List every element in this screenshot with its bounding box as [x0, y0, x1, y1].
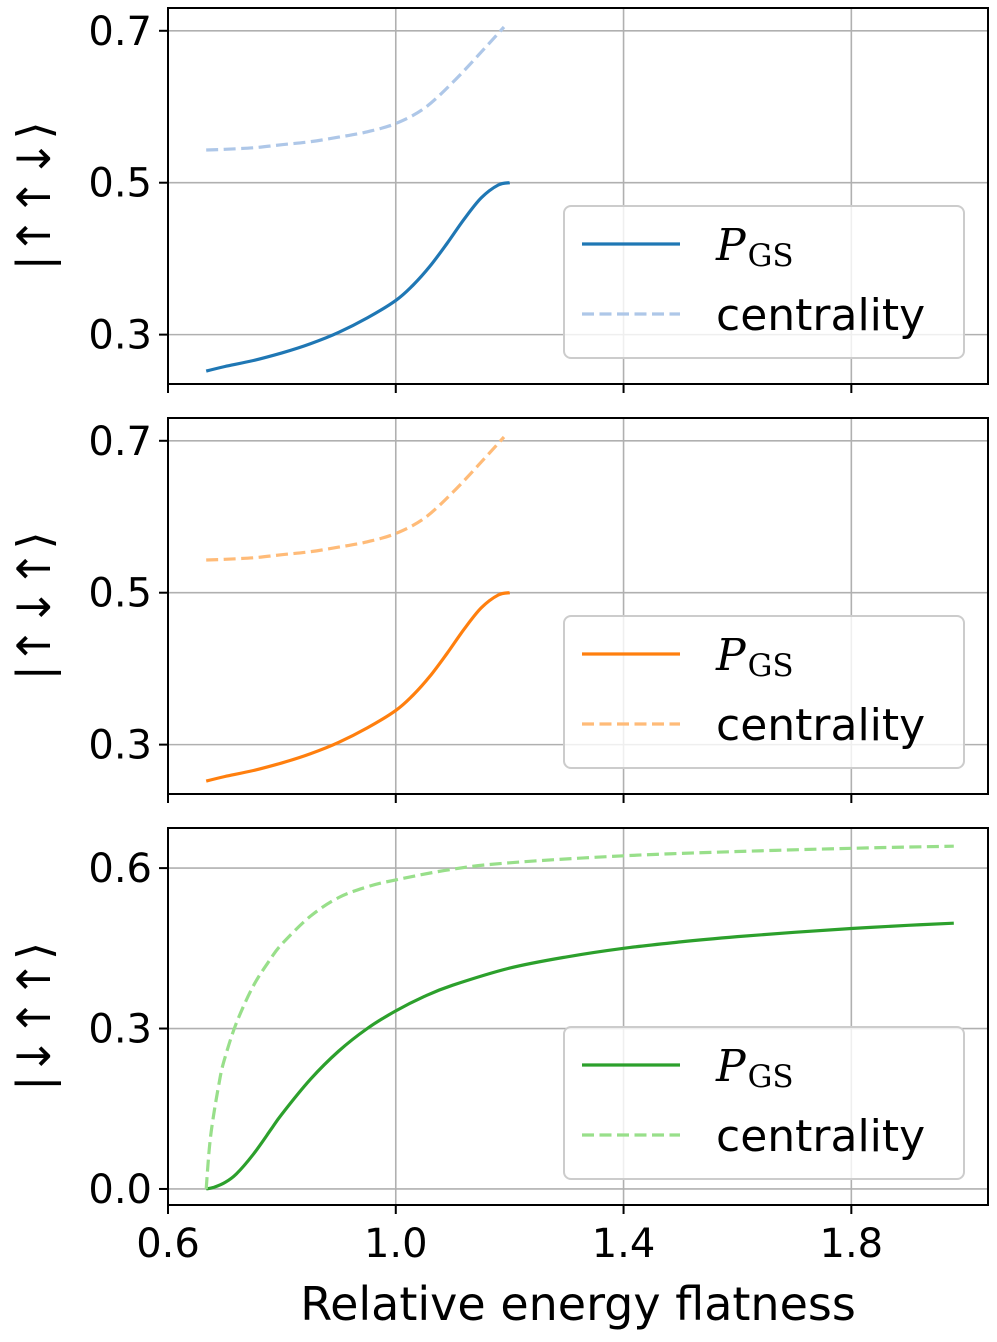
- y-tick-label: 0.7: [88, 9, 152, 55]
- legend-label-pgs: PGS: [715, 1041, 794, 1095]
- series-line-centrality: [206, 435, 506, 562]
- x-tick-label: 1.0: [364, 1221, 428, 1267]
- series-line-centrality: [206, 25, 506, 152]
- y-axis-label: |↓↑↑⟩: [7, 942, 62, 1091]
- panel-2: 0.3 0.5 0.7 |↑↓↑⟩ PGS centrality: [7, 417, 989, 803]
- legend-label-centrality: centrality: [716, 290, 925, 341]
- axes-frame: [167, 417, 989, 795]
- series-line-pgs: [205, 921, 954, 1191]
- panel-1: 0.3 0.5 0.7 |↑↑↓⟩ PGS centrality: [7, 7, 989, 393]
- x-tick-label: 1.8: [820, 1221, 884, 1267]
- y-tick-label: 0.3: [88, 723, 152, 769]
- legend-label-pgs: PGS: [715, 220, 794, 274]
- y-tick-label: 0.3: [88, 313, 152, 359]
- y-axis-label: |↑↓↑⟩: [7, 531, 62, 680]
- axes-frame: [167, 7, 989, 385]
- x-axis-label: Relative energy flatness: [300, 1277, 856, 1331]
- legend-label-centrality: centrality: [716, 1111, 925, 1162]
- panel-3: 0.6 1.0 1.4 1.8 0.0 0.3 0.6 |↓↑↑⟩ PGS centrality: [7, 827, 989, 1267]
- y-tick-label: 0.7: [88, 419, 152, 465]
- y-tick-label: 0.0: [88, 1167, 152, 1213]
- y-tick-label: 0.6: [88, 846, 152, 892]
- y-tick-label: 0.5: [88, 161, 152, 207]
- x-tick-label: 0.6: [136, 1221, 200, 1267]
- y-axis-label: |↑↑↓⟩: [7, 121, 62, 270]
- series-line-pgs: [205, 591, 511, 783]
- series-line-pgs: [205, 181, 511, 373]
- y-tick-label: 0.3: [88, 1007, 152, 1053]
- legend-label-centrality: centrality: [716, 700, 925, 751]
- legend-label-pgs: PGS: [715, 630, 794, 684]
- axes-frame: [167, 827, 989, 1206]
- x-tick-label: 1.4: [592, 1221, 656, 1267]
- y-tick-label: 0.5: [88, 571, 152, 617]
- series-line-centrality: [204, 844, 954, 1190]
